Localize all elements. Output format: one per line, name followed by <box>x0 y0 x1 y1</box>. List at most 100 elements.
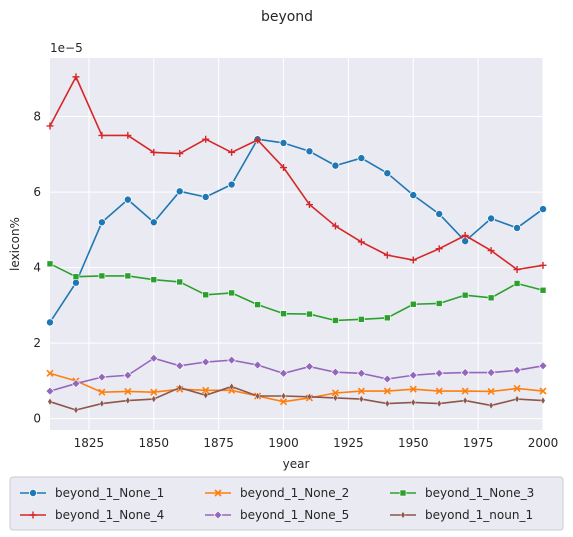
data-point <box>487 294 495 302</box>
x-tick-label: 2000 <box>528 436 559 450</box>
data-point <box>71 379 81 388</box>
data-point <box>124 387 132 396</box>
data-point <box>254 136 262 144</box>
data-point <box>435 300 443 307</box>
data-point <box>279 368 288 378</box>
legend-swatch-marker <box>28 488 37 497</box>
data-point <box>539 286 547 294</box>
data-point <box>332 394 338 402</box>
data-point <box>150 276 158 283</box>
y-tick-label: 6 <box>33 185 41 199</box>
data-point <box>73 406 79 414</box>
data-point <box>409 191 418 200</box>
data-point <box>358 316 365 323</box>
data-point <box>488 401 494 410</box>
legend-swatch-marker <box>399 489 407 497</box>
data-point <box>280 310 287 317</box>
data-point <box>539 261 547 269</box>
series-beyond_1_None_1 <box>46 135 548 327</box>
data-point <box>124 131 132 139</box>
data-point <box>97 372 107 382</box>
data-point <box>46 318 55 327</box>
legend-label: beyond_1_noun_1 <box>425 508 533 522</box>
y-tick-label: 4 <box>33 261 41 275</box>
legend-swatch-marker <box>214 489 222 497</box>
data-point <box>435 245 443 253</box>
y-tick-label: 2 <box>33 336 41 350</box>
data-point <box>460 368 470 378</box>
data-point <box>279 138 288 147</box>
data-point <box>149 218 158 227</box>
data-point <box>228 148 236 156</box>
legend-item: beyond_1_None_4 <box>20 508 164 522</box>
data-point <box>409 300 417 308</box>
data-point <box>382 374 392 384</box>
data-point <box>280 164 288 172</box>
data-point <box>72 273 80 280</box>
data-point <box>486 368 496 378</box>
data-point <box>514 395 520 403</box>
data-point <box>175 361 185 371</box>
data-point <box>331 222 339 230</box>
y-offset-text: 1e−5 <box>50 41 83 55</box>
data-point <box>307 392 312 401</box>
data-point <box>513 223 522 232</box>
data-point <box>436 399 442 408</box>
data-point <box>384 399 390 408</box>
series-group <box>45 73 548 414</box>
legend-swatch-marker <box>400 511 406 519</box>
data-point <box>331 161 340 170</box>
data-point <box>150 148 158 156</box>
data-point <box>255 392 261 400</box>
data-point <box>383 251 391 259</box>
data-point <box>125 396 131 405</box>
data-point <box>202 386 210 394</box>
chart-title: beyond <box>261 9 313 25</box>
series-beyond_1_noun_1 <box>47 382 546 414</box>
data-point <box>538 361 548 371</box>
series-line <box>49 138 544 323</box>
data-point <box>202 291 209 299</box>
data-point <box>357 387 365 395</box>
data-point <box>47 397 53 406</box>
data-point <box>123 370 133 380</box>
data-point <box>201 357 211 367</box>
plot-area <box>50 58 543 430</box>
data-point <box>383 169 392 178</box>
data-point <box>357 154 366 163</box>
data-point <box>539 387 547 395</box>
legend-swatch-marker <box>29 511 37 519</box>
data-point <box>228 289 235 297</box>
y-tick-label: 8 <box>33 110 41 124</box>
series-beyond_1_None_4 <box>46 73 547 273</box>
legend-label: beyond_1_None_2 <box>240 486 349 500</box>
data-point <box>539 205 548 214</box>
data-point <box>97 218 106 227</box>
data-point <box>513 280 521 287</box>
data-point <box>358 395 364 403</box>
data-point <box>98 131 106 139</box>
data-point <box>202 135 210 143</box>
data-point <box>540 396 546 405</box>
data-point <box>305 362 314 371</box>
x-tick-label: 1950 <box>398 436 429 450</box>
legend-label: beyond_1_None_1 <box>55 486 164 500</box>
series-beyond_1_None_2 <box>46 369 547 406</box>
data-point <box>513 384 521 393</box>
legend-label: beyond_1_None_5 <box>240 508 349 522</box>
data-point <box>175 187 184 196</box>
data-point <box>435 387 443 395</box>
x-axis-label: year <box>283 457 310 471</box>
data-point <box>98 388 106 396</box>
y-axis-label: lexicon% <box>8 217 22 271</box>
series-line <box>49 385 544 411</box>
data-point <box>46 369 54 377</box>
legend-swatch-marker <box>213 510 223 520</box>
data-point <box>409 385 417 393</box>
data-point <box>176 278 184 286</box>
data-point <box>487 247 495 255</box>
data-point <box>253 360 263 370</box>
data-point <box>487 214 496 223</box>
data-point <box>408 370 418 380</box>
